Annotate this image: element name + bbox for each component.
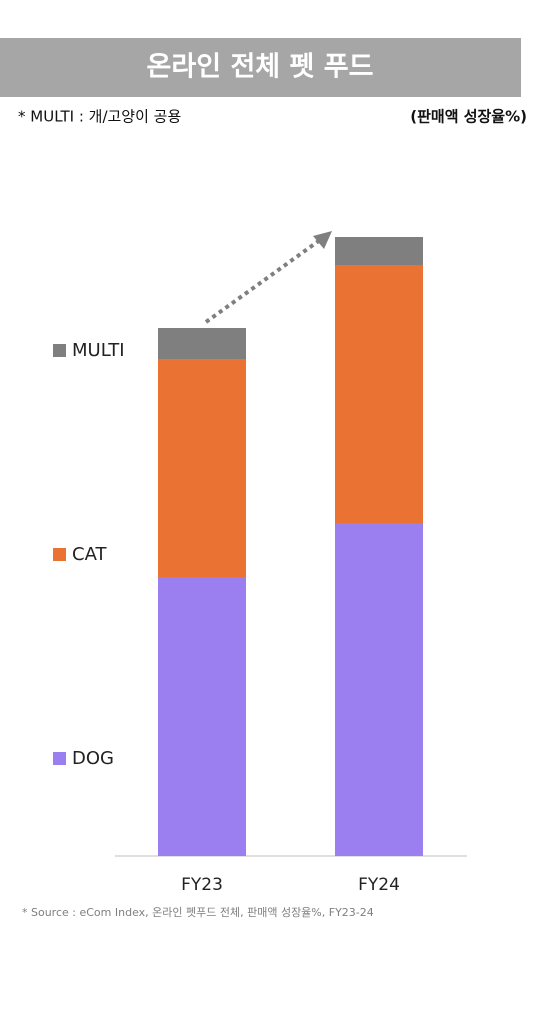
bar-segment xyxy=(335,265,423,523)
legend-label: DOG xyxy=(72,748,114,769)
chart-title: 온라인 전체 펫 푸드 xyxy=(147,52,374,83)
trend-arrow xyxy=(204,238,322,324)
title-banner xyxy=(0,38,521,97)
legend-swatch xyxy=(53,548,66,561)
legend-label: MULTI xyxy=(72,340,125,361)
source-note: * Source : eCom Index, 온라인 펫푸드 전체, 판매액 성… xyxy=(22,906,374,919)
legend-label: CAT xyxy=(72,544,107,565)
bar-segment xyxy=(335,237,423,265)
bar-segment xyxy=(158,359,246,577)
bar-segment xyxy=(335,523,423,856)
unit-note: (판매액 성장율%) xyxy=(410,108,527,126)
legend-swatch xyxy=(53,344,66,357)
x-tick-label: FY24 xyxy=(358,875,400,895)
trend-arrow-head xyxy=(313,231,332,249)
bar-segment xyxy=(158,577,246,856)
subtitle: * MULTI : 개/고양이 공용 xyxy=(18,108,181,126)
x-tick-label: FY23 xyxy=(181,875,223,895)
legend-swatch xyxy=(53,752,66,765)
bar-segment xyxy=(158,328,246,359)
